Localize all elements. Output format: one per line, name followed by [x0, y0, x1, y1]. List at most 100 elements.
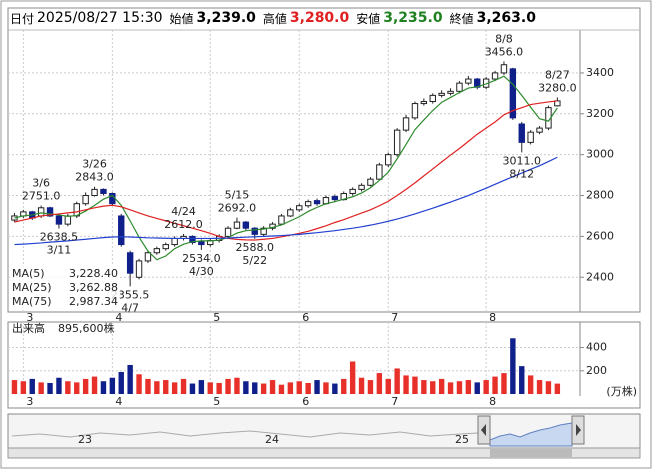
volume-bar [74, 382, 80, 394]
volume-bar [314, 380, 320, 394]
volume-bar [234, 377, 240, 394]
annotation-value: 3456.0 [485, 45, 524, 58]
volume-bar [385, 378, 391, 394]
x-tick-label: 7 [391, 311, 398, 324]
candle-body [171, 237, 178, 246]
volume-panel [7, 321, 641, 409]
annotation-value: 2534.0 [182, 252, 221, 265]
date: 2025/08/27 15:30 [37, 10, 163, 26]
volume-bar [536, 380, 543, 394]
header: 日付 2025/08/27 15:30 始値 3,239.0 高値 3,280.… [10, 8, 580, 28]
ma-line [14, 75, 558, 261]
volume-bar [100, 381, 107, 394]
candle-body [438, 92, 445, 96]
y-tick-label: 200 [586, 364, 607, 377]
volume-bar [403, 375, 409, 394]
candle-body [509, 68, 517, 119]
candle-body [358, 184, 365, 190]
volume-bar [323, 382, 329, 394]
candle-body [313, 200, 321, 205]
candle-body [126, 252, 134, 274]
y-tick-label: 3000 [586, 148, 614, 161]
volume-bar [171, 382, 178, 394]
annotation-date: 8/27 [545, 68, 570, 81]
candle-body [385, 154, 392, 166]
volume-bar [82, 378, 89, 394]
x-tick-label: 8 [489, 395, 496, 408]
candle-body [64, 215, 72, 225]
candle-body [367, 178, 374, 186]
volume-bar [412, 376, 418, 394]
volume-bar [11, 380, 18, 394]
candle-body [411, 103, 419, 119]
volume-bar [154, 381, 160, 394]
volume-bar [109, 377, 116, 394]
volume-bar [545, 381, 552, 394]
navigator-line [11, 430, 479, 438]
volume-bar [180, 378, 187, 394]
candle-body [420, 101, 428, 105]
volume-bar [465, 380, 472, 394]
x-tick-label: 4 [115, 395, 122, 408]
volume-bar [225, 378, 231, 394]
volume-bar [91, 376, 98, 394]
close: 3,263.0 [476, 10, 536, 26]
annotation-value: 2612.0 [164, 218, 203, 231]
high: 3,280.0 [289, 10, 350, 26]
candle-body [224, 227, 232, 237]
candle-body [349, 188, 356, 194]
volume-bar [47, 382, 53, 394]
candle-body [251, 227, 258, 235]
x-tick-label: 3 [26, 311, 33, 324]
scrollbar[interactable] [7, 447, 641, 459]
open: 3,239.0 [196, 10, 256, 26]
volume-bar [38, 382, 44, 394]
candle-body [55, 215, 63, 225]
candle-body [304, 201, 312, 207]
ma-line [14, 156, 558, 246]
x-tick-label: 6 [302, 395, 309, 408]
navigator-selection[interactable] [489, 422, 573, 447]
candle-body [554, 100, 561, 107]
volume-bar [376, 373, 383, 394]
annotation-value: 2692.0 [218, 202, 257, 215]
candle-body [100, 188, 107, 194]
candle-body [527, 131, 534, 143]
volume-latest: 895,600株 [58, 321, 115, 335]
volume-unit: (万株) [606, 384, 637, 398]
y-tick-label: 3400 [586, 66, 614, 79]
candle-body [37, 207, 45, 217]
annotation-date: 4/30 [189, 265, 214, 278]
legend-name: MA(25) [12, 281, 52, 294]
candle-body [233, 221, 241, 229]
scrollbar-thumb[interactable] [490, 449, 572, 457]
candle-body [296, 205, 303, 211]
volume-bar [145, 378, 151, 394]
x-tick-label: 7 [391, 395, 398, 408]
volume-bar [198, 380, 205, 394]
low: 3,235.0 [383, 10, 443, 26]
annotation-date: 5/15 [225, 189, 250, 202]
volume-bar [305, 382, 311, 394]
volume-bar [510, 338, 516, 394]
volume-bar [189, 383, 196, 394]
x-tick-label: 8 [489, 311, 496, 324]
annotation-date: 3/11 [47, 244, 72, 257]
volume-bar [430, 381, 436, 394]
y-tick-label: 2600 [586, 229, 614, 242]
candle-body [402, 117, 410, 131]
x-tick-label: 5 [213, 395, 220, 408]
ma-legend: MA(5) 3,228.40 MA(25) 3,262.88 MA(75) 2,987.3… [10, 266, 120, 310]
candle-body [46, 207, 54, 217]
navigator-label: 24 [265, 433, 279, 446]
legend-value: 3,228.40 [69, 267, 118, 280]
navigator-label: 25 [455, 433, 469, 446]
x-tick-label: 6 [302, 311, 309, 324]
annotation-date: 8/8 [495, 32, 513, 45]
candle-body [189, 235, 196, 244]
volume-bar [501, 373, 507, 394]
date-label: 日付 [10, 11, 35, 26]
volume-bar [358, 377, 365, 394]
annotation-value: 2588.0 [236, 241, 275, 254]
volume-bar [421, 380, 427, 394]
